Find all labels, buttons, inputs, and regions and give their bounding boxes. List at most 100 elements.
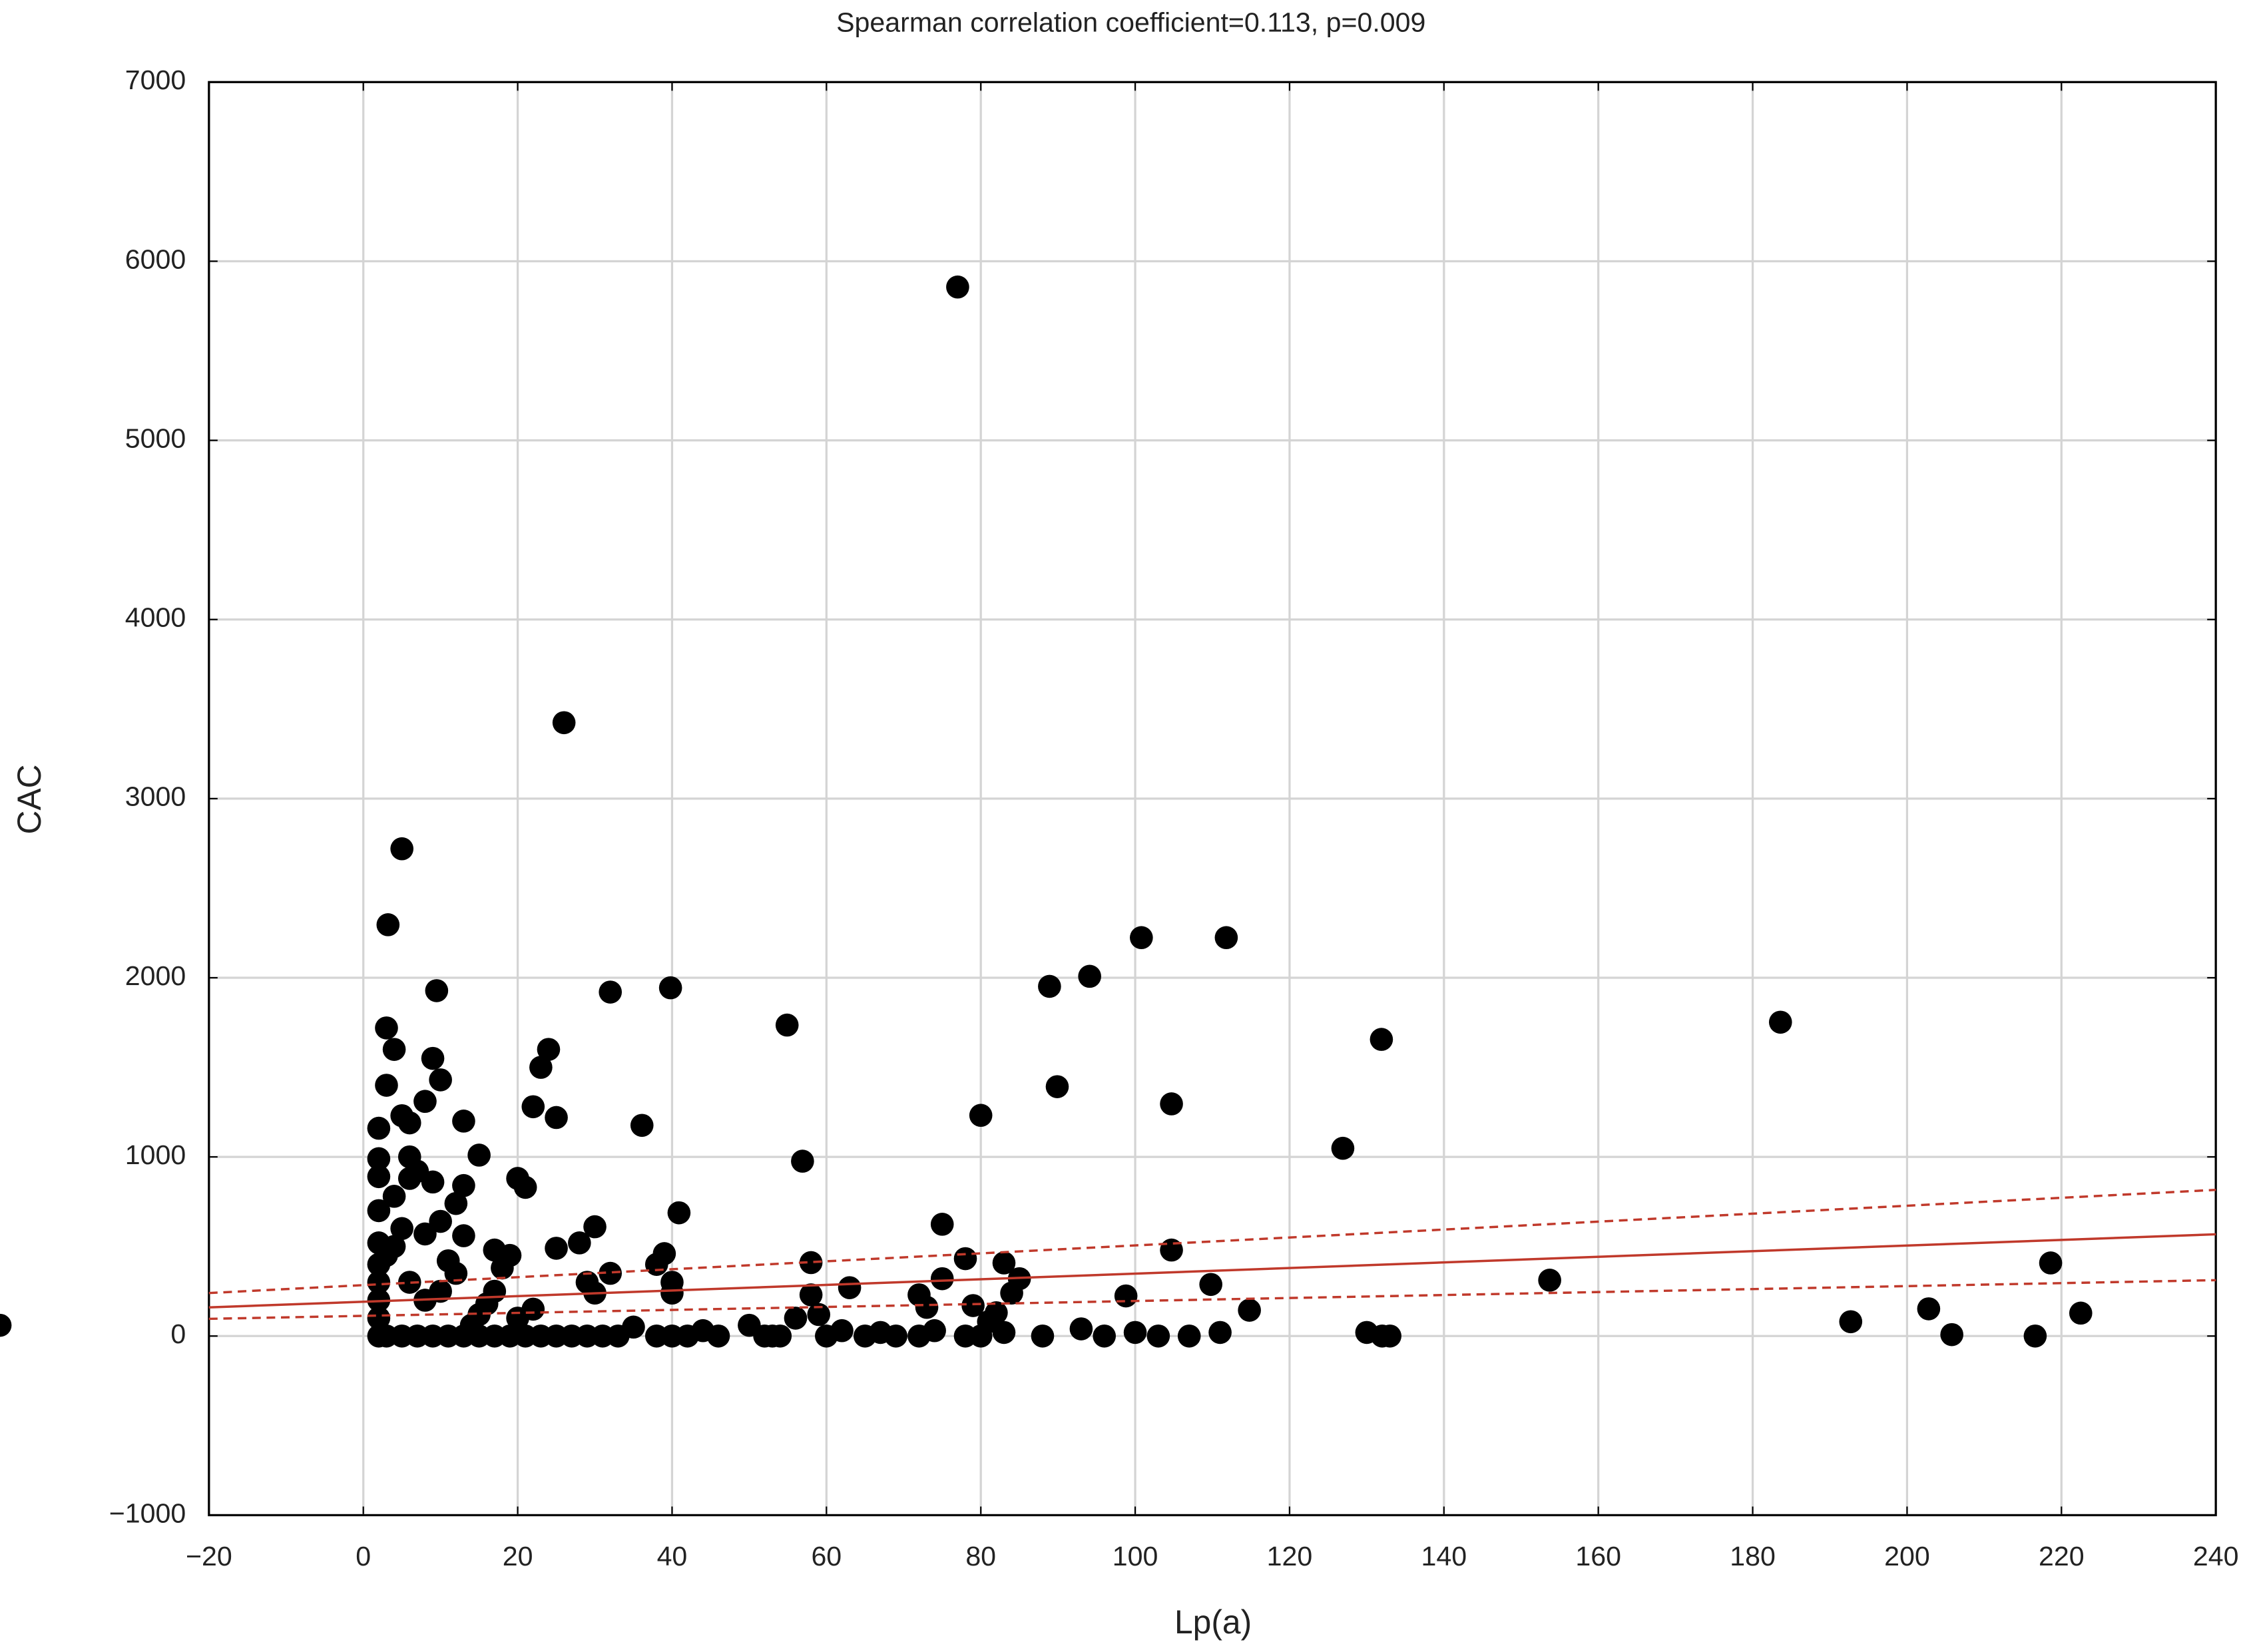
data-point [1000, 1281, 1023, 1305]
confidence-band [208, 1188, 2216, 1295]
data-point [791, 1149, 814, 1173]
data-point [1378, 1324, 1401, 1348]
data-point [367, 1307, 391, 1330]
regression-line [208, 1233, 2216, 1309]
x-tick-label: 180 [1730, 1541, 1776, 1571]
data-point [1768, 1010, 1792, 1034]
data-point [977, 1310, 1001, 1334]
data-point [969, 1104, 993, 1128]
data-point [930, 1267, 954, 1291]
x-axis-label: Lp(a) [1174, 1603, 1252, 1641]
x-tick-label: 80 [965, 1541, 996, 1571]
y-tick-label: 7000 [125, 65, 186, 95]
data-point [946, 275, 969, 299]
y-tick-label: 3000 [125, 781, 186, 812]
data-point [838, 1276, 862, 1299]
data-point [1208, 1321, 1232, 1344]
data-point [390, 1217, 413, 1241]
data-point [923, 1319, 946, 1342]
data-point [568, 1231, 591, 1255]
data-point [491, 1256, 514, 1280]
x-tick-label: 160 [1575, 1541, 1621, 1571]
data-point [1238, 1299, 1261, 1322]
data-point [644, 1253, 668, 1276]
data-point [367, 1116, 391, 1140]
data-point [382, 1038, 406, 1061]
data-point [599, 1261, 623, 1285]
data-point [1940, 1323, 1963, 1346]
data-point [953, 1247, 977, 1271]
y-tick-label: 4000 [125, 602, 186, 633]
data-point [1114, 1284, 1138, 1308]
confidence-band [208, 1279, 2216, 1321]
data-point [1370, 1028, 1393, 1051]
data-point [961, 1294, 985, 1317]
data-point [397, 1167, 421, 1190]
data-point [537, 1038, 561, 1061]
data-point [630, 1114, 654, 1137]
data-point [1031, 1324, 1055, 1348]
data-point [529, 1056, 553, 1079]
data-point [1214, 926, 1238, 950]
data-point [1177, 1324, 1201, 1348]
data-point [1069, 1317, 1093, 1341]
data-point [429, 1209, 452, 1233]
x-tick-label: 20 [503, 1541, 533, 1571]
data-point [622, 1315, 645, 1339]
data-point [367, 1165, 391, 1189]
x-tick-label: 200 [1884, 1541, 1930, 1571]
data-point [660, 1281, 684, 1305]
data-point [521, 1095, 545, 1119]
data-point [452, 1110, 475, 1133]
data-point [390, 837, 413, 861]
data-point [799, 1283, 823, 1307]
data-point [429, 1068, 452, 1092]
data-point [1160, 1092, 1183, 1116]
data-point [425, 979, 449, 1002]
data-point [367, 1231, 391, 1255]
data-point [467, 1143, 491, 1167]
data-point [429, 1279, 452, 1303]
data-point [1331, 1136, 1355, 1160]
data-point [2039, 1251, 2063, 1275]
data-point [382, 1185, 406, 1208]
data-point [799, 1251, 823, 1275]
data-point [1038, 974, 1061, 998]
data-point [545, 1106, 568, 1130]
data-point [421, 1046, 445, 1070]
data-point [2069, 1301, 2093, 1325]
x-tick-label: 220 [2039, 1541, 2085, 1571]
y-tick-label: 1000 [125, 1139, 186, 1170]
x-tick-label: 100 [1113, 1541, 1158, 1571]
data-point [521, 1297, 545, 1321]
y-tick-label: 6000 [125, 244, 186, 274]
data-point [807, 1303, 831, 1327]
data-point [367, 1253, 391, 1276]
chart-title: Spearman correlation coefficient=0.113, … [836, 7, 1425, 38]
data-point [1130, 926, 1153, 950]
data-point [1160, 1238, 1183, 1262]
x-tick-label: 120 [1267, 1541, 1313, 1571]
data-point [413, 1090, 437, 1114]
y-tick-label: 2000 [125, 960, 186, 991]
data-point [1538, 1269, 1561, 1292]
x-tick-label: 0 [356, 1541, 371, 1571]
plot-frame [208, 81, 2217, 1517]
x-tick-label: 240 [2193, 1541, 2239, 1571]
x-tick-label: −20 [186, 1541, 232, 1571]
data-point [706, 1324, 730, 1348]
data-point [375, 1016, 398, 1040]
x-tick-label: 60 [811, 1541, 842, 1571]
data-point [775, 1013, 799, 1037]
data-point [397, 1271, 421, 1294]
data-point [992, 1251, 1016, 1275]
data-point [784, 1307, 808, 1330]
data-point [475, 1292, 499, 1316]
data-point [545, 1237, 568, 1260]
data-point [1078, 964, 1101, 988]
data-point [376, 913, 400, 936]
data-point [367, 1147, 391, 1171]
data-point [444, 1191, 468, 1215]
